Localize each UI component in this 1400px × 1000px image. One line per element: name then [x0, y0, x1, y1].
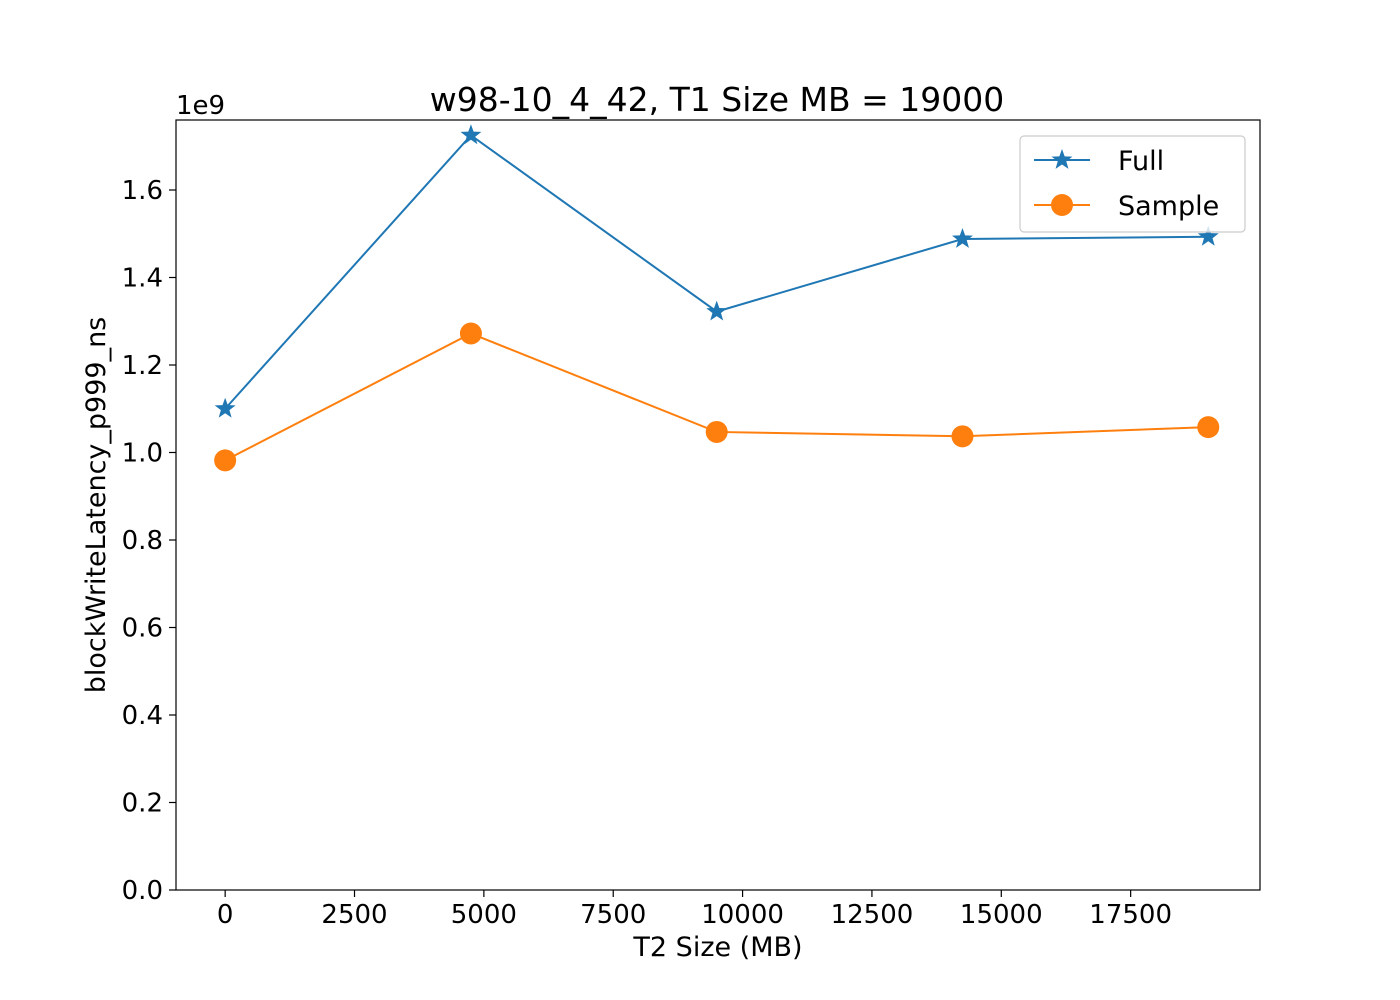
x-tick-label: 10000 [701, 900, 784, 930]
x-axis-label: T2 Size (MB) [632, 932, 802, 963]
x-tick-label: 15000 [960, 900, 1043, 930]
plot-frame [175, 119, 1261, 891]
data-point-sample [951, 425, 974, 448]
x-tick-label: 5000 [451, 900, 517, 930]
series-sample [214, 322, 1220, 472]
y-tick-label: 0.2 [122, 789, 163, 819]
y-tick-label: 0.6 [122, 614, 163, 644]
data-point-full [706, 300, 728, 321]
y-axis-label: blockWriteLatency_p999_ns [81, 317, 112, 694]
x-axis-ticks: 0 2500 5000 7500 10000 12500 15000 17500 [217, 890, 1172, 930]
data-point-full [952, 228, 973, 248]
x-tick-label: 2500 [321, 900, 387, 930]
y-tick-label: 0.4 [122, 701, 163, 731]
y-tick-label: 0.8 [122, 526, 163, 556]
series-full [214, 124, 1219, 418]
legend-marker-full [1051, 149, 1073, 169]
x-tick-label: 12500 [831, 900, 914, 930]
y-tick-label: 1.6 [122, 176, 163, 206]
y-axis-ticks: 0.0 0.2 0.4 0.6 0.8 1.0 1.2 1.4 1.6 [122, 176, 176, 906]
x-tick-label: 7500 [580, 900, 646, 930]
y-axis-offset-label: 1e9 [176, 91, 225, 121]
legend-label-sample: Sample [1118, 191, 1219, 222]
data-point-full [460, 124, 482, 145]
legend-entry-full: Full [1034, 146, 1164, 177]
x-tick-label: 17500 [1089, 900, 1172, 930]
data-point-full [1197, 225, 1219, 246]
data-point-sample [459, 322, 482, 345]
data-point-sample [214, 449, 237, 472]
data-point-full [214, 397, 236, 418]
y-tick-label: 1.4 [122, 264, 163, 294]
legend-marker-sample [1051, 194, 1073, 216]
legend: Full Sample [1019, 135, 1246, 233]
y-tick-label: 0.0 [122, 876, 163, 906]
y-tick-label: 1.0 [122, 439, 163, 469]
x-tick-label: 0 [217, 900, 234, 930]
data-point-sample [1197, 416, 1220, 439]
legend-label-full: Full [1118, 146, 1164, 177]
chart-title: w98-10_4_42, T1 Size MB = 19000 [430, 80, 1004, 119]
data-point-sample [705, 420, 728, 443]
series-layer [214, 124, 1220, 472]
legend-entry-sample: Sample [1034, 191, 1219, 222]
y-tick-label: 1.2 [122, 351, 163, 381]
